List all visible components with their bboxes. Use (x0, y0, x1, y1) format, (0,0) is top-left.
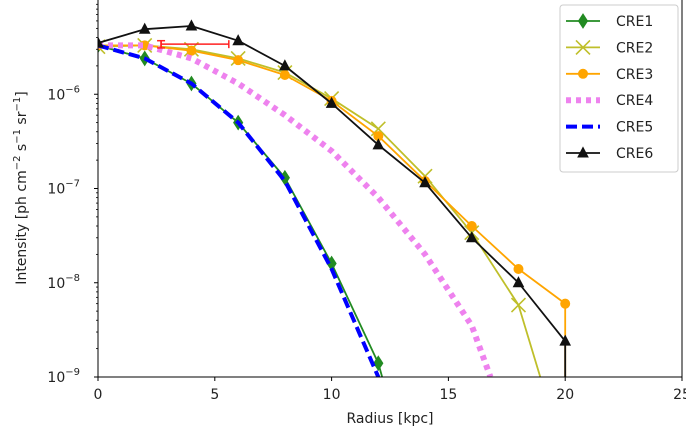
legend-item-cre1: CRE1 (566, 13, 653, 30)
data-point (186, 45, 197, 56)
data-point (185, 19, 198, 31)
data-point (465, 231, 478, 243)
errorbar-layer (157, 39, 230, 49)
y-tick-label: 10−9 (47, 367, 80, 386)
legend-label: CRE1 (616, 14, 653, 30)
legend-marker (577, 13, 589, 29)
legend-item-cre2: CRE2 (566, 39, 653, 56)
legend-marker (577, 146, 589, 158)
legend: CRE1 CRE2 CRE3 CRE4 CRE5 CRE6 (559, 4, 679, 173)
series-line (98, 42, 494, 377)
series-layer (98, 19, 572, 377)
legend-item-cre5: CRE5 (566, 120, 653, 136)
data-point (138, 22, 151, 34)
x-axis-label: Radius [kpc] (346, 411, 433, 427)
x-tick-label: 20 (556, 387, 574, 403)
data-point (279, 59, 291, 71)
series-cre3 (98, 40, 571, 377)
series-line (98, 25, 567, 377)
legend-item-cre6: CRE6 (566, 146, 653, 162)
legend-label: CRE3 (616, 67, 653, 83)
x-tick-label: 25 (673, 387, 686, 403)
y-axis-label: Intensity [ph cm−2 s−1 sr−1] (12, 91, 30, 284)
x-ticks: 0 5 10 15 20 25 (94, 377, 686, 403)
data-point (373, 355, 384, 372)
data-point (559, 334, 572, 346)
data-point (325, 96, 338, 108)
data-point (419, 176, 431, 188)
series-cre4 (98, 42, 494, 377)
x-tick-label: 0 (94, 387, 103, 403)
data-point (466, 221, 477, 232)
data-point (512, 276, 525, 288)
data-point (233, 55, 244, 66)
y-tick-label: 10−7 (47, 179, 80, 198)
legend-label: CRE5 (616, 120, 653, 136)
legend-label: CRE6 (616, 146, 653, 162)
series-line (98, 44, 384, 377)
legend-marker (578, 68, 588, 79)
y-label-exp-3: −1 (12, 97, 23, 112)
data-point (232, 34, 244, 46)
series-line (98, 44, 542, 377)
series-cre5 (98, 43, 381, 377)
series-line (98, 43, 381, 377)
y-label-mid-1: s (14, 144, 30, 156)
y-label-exp-2: −1 (12, 129, 23, 144)
y-label-pre: Intensity [ph cm (14, 170, 30, 284)
series-line (98, 44, 567, 377)
data-point (372, 138, 385, 150)
series-cre6 (98, 19, 572, 377)
y-tick-label: 10−6 (47, 84, 80, 103)
x-tick-label: 15 (439, 387, 457, 403)
y-label-exp-1: −2 (12, 156, 23, 171)
y-label-post: ] (14, 91, 30, 96)
x-tick-label: 5 (210, 387, 219, 403)
data-point (513, 263, 524, 274)
legend-label: CRE4 (616, 93, 653, 109)
legend-marker (575, 39, 591, 55)
data-point (279, 70, 290, 81)
legend-item-cre3: CRE3 (566, 67, 653, 83)
data-point (560, 298, 571, 309)
series-cre1 (98, 37, 384, 377)
data-point (98, 36, 104, 48)
x-tick-label: 10 (323, 387, 341, 403)
y-ticks: 10−9 10−8 10−7 10−6 (47, 3, 98, 386)
y-tick-label: 10−8 (47, 273, 80, 292)
legend-item-cre4: CRE4 (566, 93, 653, 109)
y-label-mid-2: sr (14, 111, 30, 129)
legend-label: CRE2 (616, 40, 653, 56)
data-point (510, 297, 527, 313)
